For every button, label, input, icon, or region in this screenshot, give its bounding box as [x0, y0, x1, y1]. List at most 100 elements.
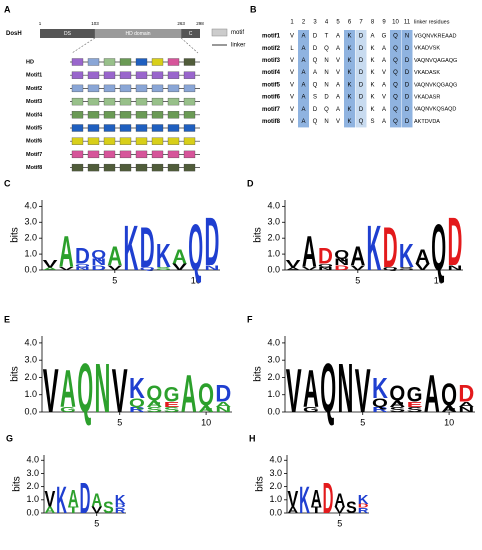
motif-block: [103, 111, 116, 119]
boundary-label: 298: [196, 21, 204, 26]
residue: Q: [393, 46, 398, 52]
logo-letter: S: [399, 266, 414, 271]
domain: [181, 29, 200, 38]
motif-block: [119, 111, 132, 119]
logo-letter: S: [407, 406, 423, 414]
motif-block: [151, 111, 164, 119]
panel-label: F: [247, 314, 253, 324]
y-tick-label: 2.0: [26, 481, 39, 491]
logo-letter: S: [164, 406, 180, 414]
linker-seq: VAQNVQAGAQG: [414, 58, 457, 64]
linker-header: linker residues: [414, 19, 450, 25]
y-axis-label: bits: [253, 366, 264, 382]
motif-block: [71, 150, 84, 159]
y-tick-label: 1.0: [26, 494, 39, 504]
logo-letter: R: [129, 406, 145, 414]
motif-block: [87, 84, 100, 93]
motif-block: [119, 124, 132, 132]
y-axis-label: bits: [253, 227, 264, 243]
residue: A: [336, 95, 340, 101]
residue: D: [359, 58, 364, 64]
residue: K: [347, 107, 351, 113]
logo-letter: A: [303, 359, 319, 419]
linker-seq: VAQNVKQGAQG: [414, 82, 457, 88]
logo-letter: V: [286, 356, 302, 425]
logo-letter: A: [334, 490, 345, 511]
logo-letter: D: [115, 503, 126, 509]
logo-letter: N: [91, 258, 106, 268]
x-tick-label: 5: [94, 518, 99, 528]
residue: K: [347, 34, 351, 40]
residue: D: [405, 58, 410, 64]
motif-block: [71, 163, 84, 172]
logo-letter: Q: [140, 266, 155, 271]
motif-block: [71, 137, 84, 145]
logo-letter: N: [447, 265, 462, 272]
y-tick-label: 4.0: [267, 201, 280, 211]
residue: S: [313, 95, 317, 101]
motif-block: [103, 58, 116, 66]
motif-block: [119, 163, 132, 172]
x-tick-label: 10: [191, 275, 201, 285]
residue: N: [324, 58, 328, 64]
residue: K: [347, 70, 351, 76]
residue: D: [405, 70, 410, 76]
logo-letter: A: [59, 229, 74, 277]
domain-label: DS: [64, 31, 72, 37]
motif-block: [71, 71, 84, 79]
residue: V: [290, 119, 294, 125]
logo-letter: K: [372, 374, 388, 405]
motif-block: [103, 163, 116, 172]
column-number: 4: [325, 20, 329, 26]
column-number: 8: [371, 20, 375, 26]
y-axis-label: bits: [10, 366, 21, 382]
logo-letter: D: [447, 203, 462, 280]
y-tick-label: 0.0: [24, 406, 37, 416]
panel-label: E: [4, 314, 10, 324]
residue: D: [405, 46, 410, 52]
residue: V: [290, 70, 294, 76]
column-highlight: [390, 30, 401, 128]
logo-letter: A: [60, 359, 76, 419]
x-tick-label: 5: [117, 417, 122, 427]
linker-seq: VAQNVKQSAQD: [414, 107, 456, 113]
y-axis-label: bits: [255, 476, 266, 492]
motif-block: [119, 137, 132, 145]
y-tick-label: 1.0: [24, 389, 37, 399]
logo-letter: A: [389, 398, 405, 409]
residue: Q: [393, 58, 398, 64]
logo-letter: R: [115, 506, 126, 515]
logo-letter: N: [334, 258, 349, 268]
residue: K: [347, 46, 351, 52]
y-tick-label: 2.0: [267, 233, 280, 243]
motif-name: motif8: [262, 119, 281, 125]
residue: A: [382, 119, 386, 125]
row-label: Motif8: [26, 165, 42, 171]
y-tick-label: 4.0: [267, 337, 280, 347]
column-number: 10: [392, 20, 399, 26]
logo-letter: K: [399, 237, 414, 274]
logo-letter: Q: [146, 380, 162, 404]
column-number: 11: [404, 20, 411, 26]
residue: Q: [313, 58, 318, 64]
y-tick-label: 2.0: [24, 233, 37, 243]
logo-letter: A: [44, 505, 55, 515]
residue: V: [336, 70, 340, 76]
residue: A: [313, 70, 317, 76]
panel-label: B: [250, 4, 257, 14]
motif-block: [135, 150, 148, 159]
residue: V: [290, 82, 294, 88]
residue: A: [301, 58, 305, 64]
residue: Q: [313, 82, 318, 88]
motif-block: [183, 84, 196, 93]
motif-block: [135, 124, 148, 132]
row-label: Motif6: [26, 139, 42, 145]
boundary-label: 103: [91, 21, 99, 26]
column-highlight: [355, 30, 367, 128]
motif-block: [167, 137, 180, 145]
residue: Q: [393, 70, 398, 76]
residue: A: [336, 34, 340, 40]
residue: T: [325, 34, 329, 40]
motif-name: motif6: [262, 95, 281, 101]
logo-letter: D: [458, 380, 474, 407]
